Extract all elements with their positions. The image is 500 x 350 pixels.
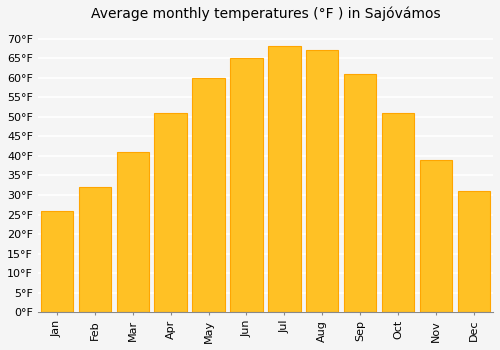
Bar <box>420 160 452 312</box>
Title: Average monthly temperatures (°F ) in Sajóvámos: Average monthly temperatures (°F ) in Sa… <box>90 7 440 21</box>
Bar <box>40 211 73 312</box>
Bar <box>344 74 376 312</box>
Bar <box>154 113 186 312</box>
Bar <box>230 58 262 312</box>
Bar <box>306 50 338 312</box>
Bar <box>382 113 414 312</box>
Bar <box>268 46 300 312</box>
Bar <box>116 152 149 312</box>
Bar <box>78 187 111 312</box>
Bar <box>458 191 490 312</box>
Bar <box>192 78 224 312</box>
